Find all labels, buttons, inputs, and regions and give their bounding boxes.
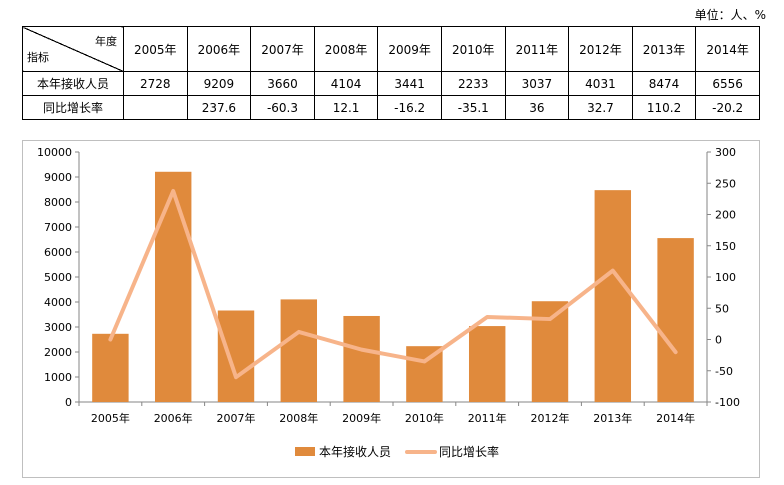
table-row: 同比增长率 237.6 -60.3 12.1 -16.2 -35.1 36 32… <box>22 95 760 120</box>
right-tick-label: 0 <box>715 334 722 347</box>
bar <box>217 310 255 402</box>
bar <box>594 190 632 402</box>
x-tick-label: 2006年 <box>154 411 193 425</box>
table-cell: 3660 <box>250 71 315 96</box>
combo-chart: 0100020003000400050006000700080009000100… <box>37 146 740 459</box>
table-cell: 4104 <box>313 71 379 96</box>
year-header: 2010年 <box>440 26 506 72</box>
table-cell: 2728 <box>123 71 188 96</box>
left-tick-label: 9000 <box>44 171 72 184</box>
left-tick-label: 7000 <box>44 221 72 234</box>
table-cell: 36 <box>504 95 570 120</box>
left-tick-label: 1000 <box>44 371 72 384</box>
table-cell: 8474 <box>631 71 697 96</box>
x-tick-label: 2005年 <box>91 411 130 425</box>
year-header: 2006年 <box>186 26 252 72</box>
year-header: 2012年 <box>568 26 633 72</box>
year-header: 2013年 <box>631 26 697 72</box>
chart-container: 0 1000 2000 3000 4000 5000 6000 7000 8000 9000 100… <box>22 140 760 478</box>
x-tick-label: 2008年 <box>279 411 318 425</box>
right-tick-label: 100 <box>715 271 736 284</box>
table-cell: 32.7 <box>568 95 633 120</box>
left-tick-label: 3000 <box>44 321 72 334</box>
right-tick-label: -50 <box>715 365 733 378</box>
table-cell: 237.6 <box>186 95 252 120</box>
bar <box>154 171 192 402</box>
table-cell: -60.3 <box>250 95 315 120</box>
left-tick-label: 4000 <box>44 296 72 309</box>
row-label: 同比增长率 <box>22 95 124 120</box>
bar <box>657 238 694 402</box>
legend-bar-label: 本年接收人员 <box>319 444 391 459</box>
table-cell: -35.1 <box>440 95 506 120</box>
legend-bar-swatch <box>295 447 315 456</box>
table-cell: 3441 <box>377 71 442 96</box>
x-tick-label: 2013年 <box>593 411 632 425</box>
x-tick-label: 2010年 <box>405 411 444 425</box>
corner-indicator-label: 指标 <box>27 51 49 64</box>
year-header: 2011年 <box>504 26 570 72</box>
x-tick-label: 2014年 <box>656 411 695 425</box>
bar <box>343 315 380 402</box>
year-header: 2014年 <box>695 26 760 72</box>
left-tick-label: 2000 <box>44 346 72 359</box>
x-tick-label: 2009年 <box>342 411 381 425</box>
right-tick-label: 150 <box>715 240 736 253</box>
bar <box>406 346 443 402</box>
growth-rate-line <box>108 189 678 380</box>
right-tick-label: 250 <box>715 177 736 190</box>
row-label: 本年接收人员 <box>22 71 124 96</box>
bar <box>92 333 129 402</box>
right-tick-label: 300 <box>715 146 736 159</box>
table-row: 本年接收人员 2728 9209 3660 4104 3441 2233 303… <box>22 71 760 96</box>
legend-line-label: 同比增长率 <box>439 444 499 459</box>
year-header: 2009年 <box>377 26 442 72</box>
table-corner-cell: 年度 指标 <box>22 26 124 72</box>
left-tick-label: 5000 <box>44 271 72 284</box>
corner-year-label: 年度 <box>95 35 117 48</box>
table-cell: 12.1 <box>313 95 379 120</box>
right-tick-label: -100 <box>715 396 740 409</box>
unit-label: 单位：人、% <box>694 8 766 22</box>
table-cell: 2233 <box>440 71 506 96</box>
year-header: 2008年 <box>313 26 379 72</box>
table-cell <box>123 95 188 120</box>
table-cell: 6556 <box>695 71 760 96</box>
bar <box>280 299 318 402</box>
data-table: 年度 指标 2005年 2006年 2007年 2008年 2009年 2010… <box>22 26 760 120</box>
x-tick-label: 2007年 <box>217 411 256 425</box>
year-header: 2005年 <box>123 26 188 72</box>
table-header-row: 年度 指标 2005年 2006年 2007年 2008年 2009年 2010… <box>22 26 760 72</box>
table-cell: 4031 <box>568 71 633 96</box>
bar <box>468 326 506 402</box>
table-cell: 3037 <box>504 71 570 96</box>
year-header: 2007年 <box>250 26 315 72</box>
right-tick-label: 50 <box>715 302 729 315</box>
left-tick-label: 6000 <box>44 246 72 259</box>
bar <box>531 301 569 402</box>
left-tick-label: 8000 <box>44 196 72 209</box>
table-cell: 110.2 <box>631 95 697 120</box>
table-cell: -20.2 <box>695 95 760 120</box>
left-tick-label: 10000 <box>37 146 72 159</box>
right-tick-label: 200 <box>715 209 736 222</box>
table-cell: -16.2 <box>377 95 442 120</box>
left-tick-label: 0 <box>65 396 72 409</box>
x-tick-label: 2012年 <box>531 411 570 425</box>
x-tick-label: 2011年 <box>468 411 507 425</box>
table-cell: 9209 <box>186 71 252 96</box>
